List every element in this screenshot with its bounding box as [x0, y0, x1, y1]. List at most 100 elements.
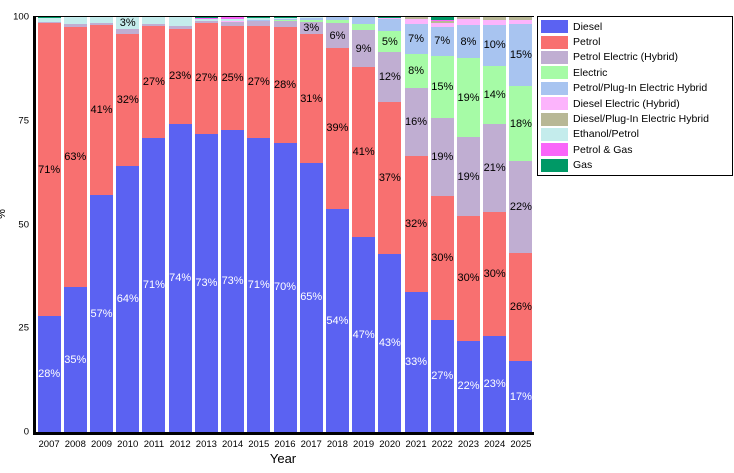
bar-segment: [352, 29, 376, 68]
legend-row: Diesel: [538, 19, 732, 34]
bar-segment: [247, 20, 271, 27]
legend-swatch: [541, 158, 568, 172]
bar-segment: [483, 336, 507, 432]
bar-segment: [299, 19, 323, 22]
bar-segment: [483, 24, 507, 67]
bar-segment: [483, 211, 507, 337]
x-tick-label: 2018: [326, 439, 348, 450]
bar-segment: [430, 22, 454, 27]
x-tick-label: 2021: [405, 439, 427, 450]
legend-label: Petrol/Plug-In Electric Hybrid: [573, 82, 708, 95]
bar-segment: [194, 23, 218, 134]
x-tick-label: 2011: [143, 439, 165, 450]
bar-segment: [352, 67, 376, 238]
bar-segment: [142, 26, 166, 138]
x-tick-label: 2022: [431, 439, 453, 450]
bar-segment: [142, 137, 166, 432]
bar-segment: [299, 162, 323, 432]
bar-segment: [90, 25, 114, 196]
bar-segment: [247, 17, 271, 20]
bar-segment: [37, 21, 61, 24]
bar-segment: [430, 196, 454, 321]
bar-segment: [404, 291, 428, 432]
legend-label: Ethanol/Petrol: [573, 128, 639, 141]
bar-segment: [273, 21, 297, 27]
legend-swatch: [541, 143, 568, 157]
x-tick-label: 2020: [379, 439, 401, 450]
bar-segment: [194, 19, 218, 22]
bar-segment: [142, 24, 166, 27]
bar-segment: [90, 17, 114, 23]
legend-swatch: [541, 81, 568, 95]
bar-segment: [430, 55, 454, 118]
legend-swatch: [541, 35, 568, 49]
bar-segment: [378, 19, 402, 32]
legend-label: Diesel/Plug-In Electric Hybrid: [573, 113, 709, 126]
legend-swatch: [541, 112, 568, 126]
bar-segment: [63, 17, 87, 25]
bar-segment: [456, 58, 480, 138]
bar-segment: [430, 26, 454, 56]
bar-segment: [63, 24, 87, 27]
bar-segment: [404, 18, 428, 25]
bar-segment: [37, 316, 61, 432]
bar-segment: [456, 216, 480, 341]
bar-segment: [456, 340, 480, 432]
legend-row: Diesel Electric (Hybrid): [538, 96, 732, 111]
bar-segment: [299, 34, 323, 163]
legend-label: Diesel: [573, 20, 603, 33]
legend-row: Petrol & Gas: [538, 142, 732, 157]
bar-segment: [116, 17, 140, 30]
bar-segment: [247, 137, 271, 432]
bar-segment: [404, 155, 428, 292]
x-tick-label: 2009: [90, 439, 113, 450]
bar-segment: [194, 21, 218, 24]
bar-segment: [509, 161, 533, 253]
bar-segment: [378, 101, 402, 255]
bar-segment: [509, 86, 533, 162]
bar-segment: [273, 20, 297, 22]
bar-segment: [247, 19, 271, 21]
bar-segment: [483, 19, 507, 25]
bar-segment: [273, 17, 297, 20]
bar-segment: [247, 26, 271, 138]
bar-segment: [325, 20, 349, 24]
y-tick-label: 25: [18, 322, 29, 334]
x-axis-title: Year: [269, 451, 297, 466]
bar-segment: [273, 17, 297, 18]
bar-segment: [378, 52, 402, 102]
bar-segment: [325, 23, 349, 48]
bar-segment: [221, 21, 245, 27]
x-tick-label: 2025: [510, 439, 532, 450]
bar-segment: [194, 17, 218, 20]
x-tick-label: 2014: [222, 439, 244, 450]
legend-swatch: [541, 97, 568, 111]
legend-row: Petrol: [538, 34, 732, 49]
bar-segment: [168, 17, 192, 27]
x-tick-label: 2017: [300, 439, 322, 450]
y-axis-title: %: [0, 209, 8, 219]
y-tick-label: 0: [23, 426, 29, 438]
bar-segment: [404, 24, 428, 54]
bar-segment: [483, 124, 507, 212]
bar-segment: [404, 87, 428, 156]
x-tick-label: 2024: [484, 439, 506, 450]
legend-row: Ethanol/Petrol: [538, 127, 732, 142]
bar-segment: [430, 117, 454, 197]
bar-segment: [194, 17, 218, 18]
bar-segment: [37, 17, 61, 18]
bar-segment: [63, 287, 87, 432]
bar-segment: [299, 17, 323, 18]
x-tick-label: 2007: [38, 439, 60, 450]
bar-segment: [456, 17, 480, 20]
legend-swatch: [541, 66, 568, 80]
legend-label: Petrol Electric (Hybrid): [573, 51, 679, 64]
x-tick-label: 2016: [274, 439, 296, 450]
bar-segment: [116, 29, 140, 34]
bar-segment: [299, 17, 323, 20]
bar-segment: [483, 66, 507, 125]
bar-segment: [221, 19, 245, 22]
bar-segment: [194, 133, 218, 432]
legend-label: Diesel Electric (Hybrid): [573, 97, 680, 110]
